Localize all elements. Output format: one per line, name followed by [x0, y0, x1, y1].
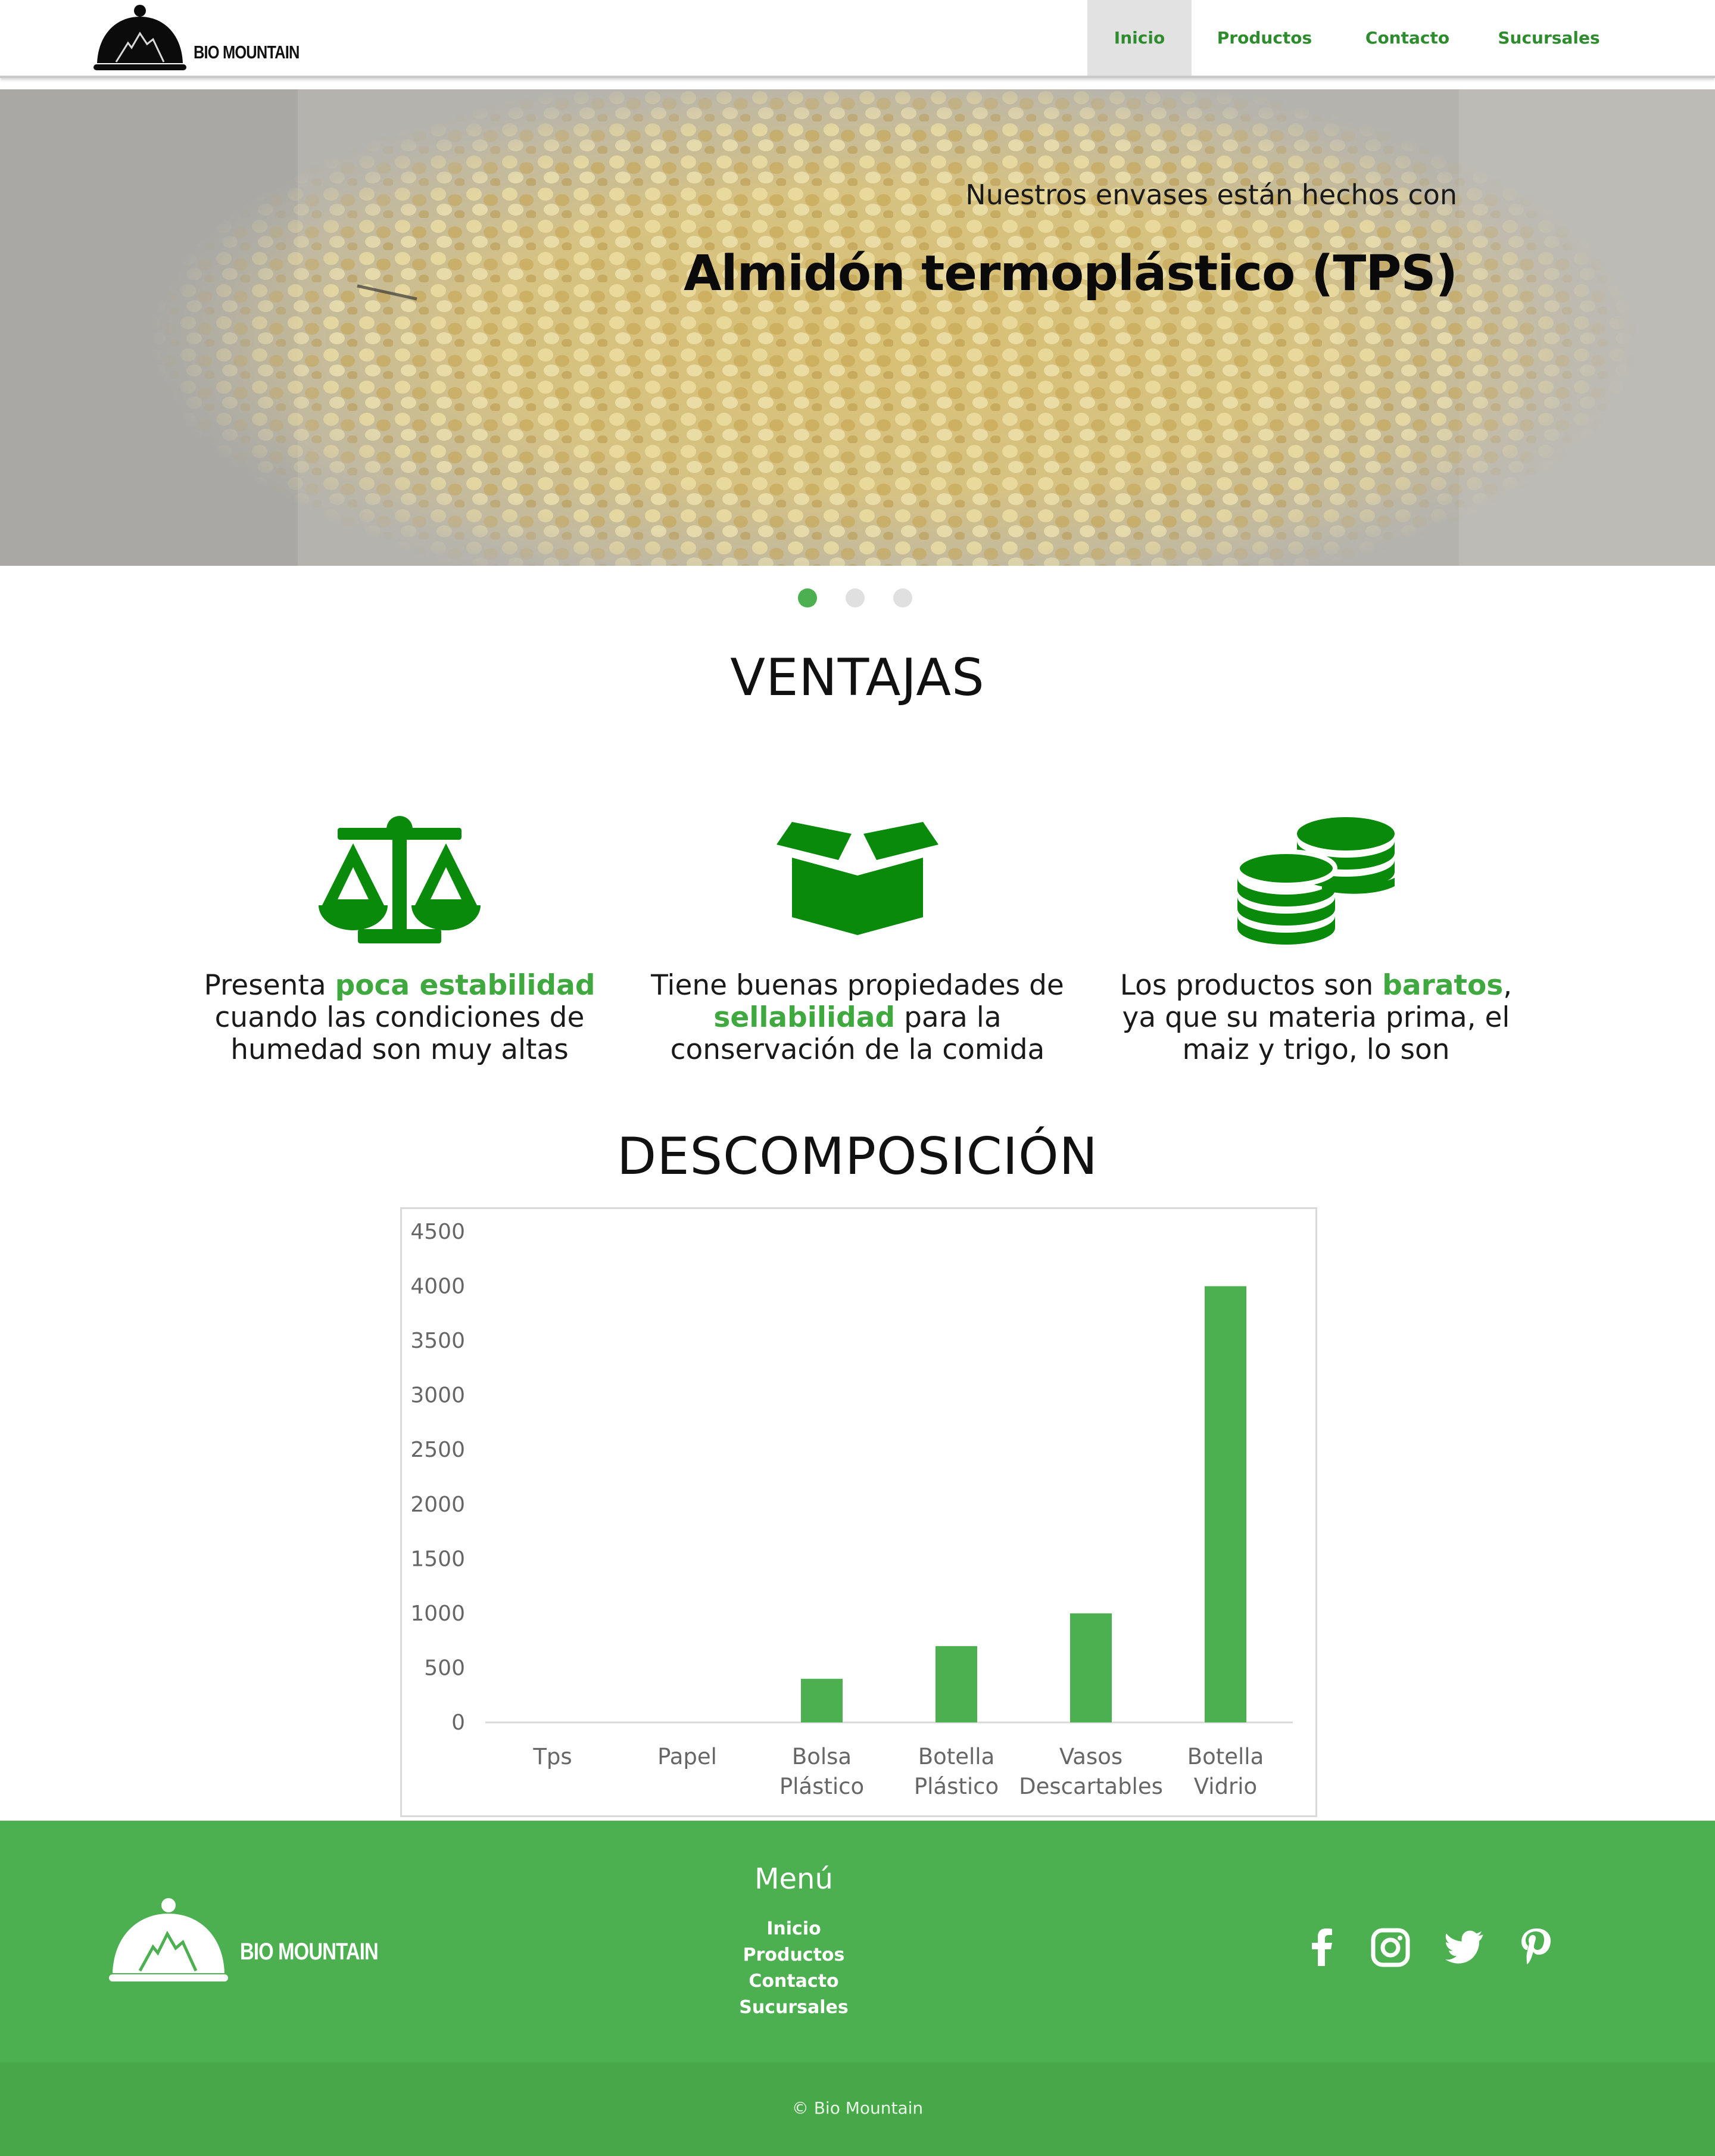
copyright-text: © Bio Mountain: [791, 2098, 924, 2118]
x-tick-label: Plástico: [914, 1774, 999, 1799]
y-tick-label: 3000: [410, 1384, 465, 1408]
y-tick-label: 500: [424, 1656, 465, 1680]
advantage-text: Tiene buenas propiedades de sellabilidad…: [651, 969, 1064, 1066]
bar: [801, 1678, 843, 1722]
instagram-icon[interactable]: [1370, 1927, 1411, 1968]
footer-menu: Inicio Productos Contacto Sucursales: [704, 1916, 883, 2021]
y-tick-label: 4500: [410, 1220, 465, 1244]
carousel-dot-2[interactable]: [846, 588, 865, 607]
y-tick-label: 2500: [410, 1438, 465, 1462]
pinterest-icon[interactable]: [1516, 1927, 1557, 1968]
x-tick-label: Bolsa: [792, 1744, 852, 1769]
y-tick-label: 0: [451, 1711, 465, 1735]
bar-chart: 0 500 1000 1500 2000 2500 3000 3500 4000 4500 Tps P…: [410, 1220, 1293, 1799]
carousel-dot-3[interactable]: [893, 588, 912, 607]
bar: [1070, 1613, 1112, 1722]
tps-pellets-image: [0, 89, 1715, 566]
twitter-icon[interactable]: [1444, 1927, 1486, 1968]
nav-item-productos[interactable]: Productos: [1217, 28, 1312, 48]
y-tick-label: 4000: [410, 1275, 465, 1299]
decomposition-chart: 0 500 1000 1500 2000 2500 3000 3500 4000 4500 Tps P…: [400, 1207, 1317, 1817]
footer-brand-name: BIO MOUNTAIN: [240, 1939, 379, 1965]
y-tick-label: 3500: [410, 1329, 465, 1353]
footer-link-productos[interactable]: Productos: [743, 1945, 845, 1965]
advantage-stability: Presenta poca estabilidad cuando las con…: [185, 816, 614, 1066]
footer-menu-title: Menú: [754, 1862, 833, 1896]
footer-link-contacto[interactable]: Contacto: [749, 1971, 839, 1992]
nav-item-inicio[interactable]: Inicio: [1087, 0, 1192, 76]
carousel-dot-1[interactable]: [798, 588, 817, 607]
carousel-indicators: [798, 588, 912, 607]
advantage-text: Presenta poca estabilidad cuando las con…: [204, 969, 595, 1066]
brand-name: BIO MOUNTAIN: [194, 42, 300, 63]
x-tick-label: Botella: [1187, 1744, 1264, 1769]
facebook-icon[interactable]: [1301, 1927, 1343, 1968]
hero-title: Almidón termoplástico (TPS): [684, 245, 1458, 302]
social-links: [1301, 1927, 1557, 1974]
cloche-mountain-icon: [93, 5, 186, 70]
advantage-cheap: Los productos son baratos, ya que su mat…: [1102, 816, 1530, 1066]
x-tick-label: Botella: [918, 1744, 995, 1769]
x-tick-label: Papel: [657, 1744, 717, 1769]
main-nav: Inicio Productos Contacto Sucursales: [1087, 0, 1620, 76]
advantage-text: Los productos son baratos, ya que su mat…: [1120, 969, 1513, 1066]
advantage-sealability: Tiene buenas propiedades de sellabilidad…: [643, 816, 1072, 1066]
footer: BIO MOUNTAIN Menú Inicio Productos Conta…: [0, 1821, 1715, 2062]
copyright-bar: © Bio Mountain: [0, 2062, 1715, 2156]
y-tick-label: 1000: [410, 1602, 465, 1626]
scale-icon: [319, 816, 481, 943]
navbar: BIO MOUNTAIN Inicio Productos Contacto S…: [0, 0, 1715, 78]
descomposicion-title: DESCOMPOSICIÓN: [616, 1127, 1099, 1186]
footer-link-sucursales[interactable]: Sucursales: [739, 1997, 849, 2018]
nav-item-sucursales[interactable]: Sucursales: [1498, 28, 1600, 48]
hero-subtitle: Nuestros envases están hechos con: [965, 179, 1457, 211]
footer-link-inicio[interactable]: Inicio: [766, 1918, 821, 1939]
brand-logo[interactable]: BIO MOUNTAIN: [92, 4, 300, 74]
hero-carousel[interactable]: Nuestros envases están hechos con Almidó…: [0, 89, 1715, 566]
y-tick-label: 2000: [410, 1493, 465, 1517]
y-tick-label: 1500: [410, 1547, 465, 1571]
footer-logo[interactable]: BIO MOUNTAIN: [109, 1897, 379, 1986]
ventajas-title: VENTAJAS: [730, 648, 985, 708]
x-tick-label: Vidrio: [1194, 1774, 1257, 1799]
bar: [936, 1646, 977, 1722]
x-tick-label: Plástico: [779, 1774, 864, 1799]
coins-icon: [1235, 817, 1395, 945]
cloche-mountain-icon: [109, 1898, 228, 1981]
nav-item-contacto[interactable]: Contacto: [1365, 28, 1450, 48]
x-tick-label: Vasos: [1059, 1744, 1122, 1769]
x-tick-label: Tps: [532, 1744, 572, 1769]
box-icon: [777, 822, 938, 935]
x-tick-label: Descartables: [1019, 1774, 1163, 1799]
bar: [1205, 1286, 1246, 1722]
